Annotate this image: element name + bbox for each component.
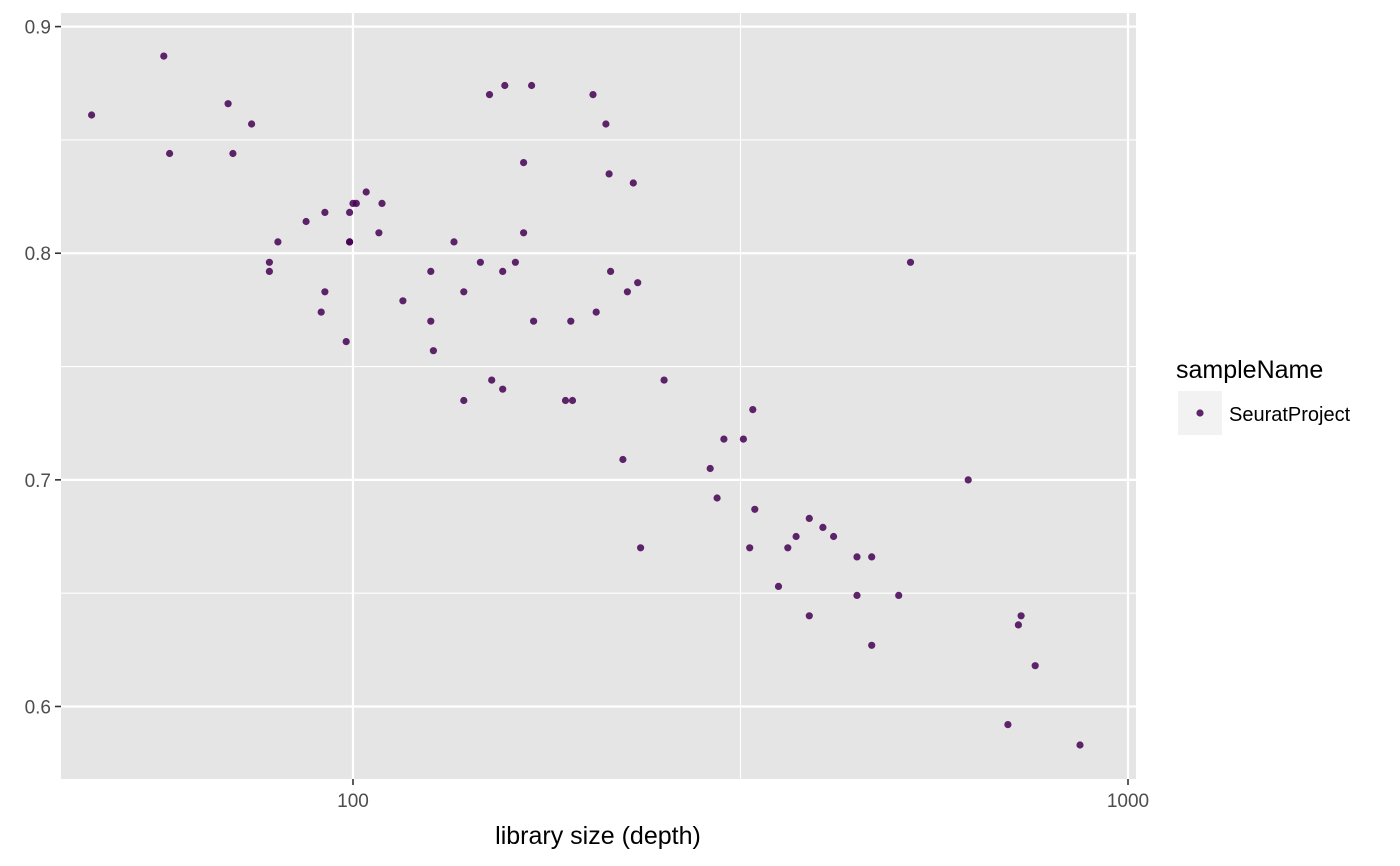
scatter-point <box>589 91 597 99</box>
scatter-point <box>501 81 509 90</box>
scatter-point <box>362 188 370 196</box>
x-axis: 100 1000 <box>337 779 1149 812</box>
scatter-point <box>592 308 600 316</box>
scatter-point <box>511 258 519 266</box>
scatter-point <box>660 376 668 384</box>
scatter-point <box>499 385 507 393</box>
scatter-point <box>342 338 350 346</box>
scatter-point <box>485 91 494 99</box>
legend-entry-label: SeuratProject <box>1229 404 1351 426</box>
scatter-point <box>805 514 813 523</box>
scatter-point <box>706 464 714 473</box>
scatter-point <box>528 81 536 90</box>
scatter-point <box>751 505 759 513</box>
panel-background <box>61 13 1136 779</box>
scatter-point <box>346 208 354 216</box>
scatter-point <box>160 52 168 60</box>
scatter-point <box>265 267 273 275</box>
y-tick-label: 0.7 <box>25 471 51 492</box>
scatter-point <box>623 288 632 296</box>
scatter-point <box>739 435 748 443</box>
scatter-point <box>265 258 273 266</box>
scatter-point <box>317 308 325 316</box>
scatter-point <box>819 523 827 532</box>
y-tick-label: 0.8 <box>25 244 51 265</box>
scatter-point <box>166 149 174 158</box>
scatter-point <box>460 288 468 296</box>
x-axis-title: library size (depth) <box>495 822 701 850</box>
scatter-point <box>568 396 577 405</box>
scatter-point <box>868 641 876 649</box>
legend: sampleName SeuratProject <box>1176 356 1351 435</box>
minor-gridlines <box>61 13 1136 779</box>
scatter-point <box>321 288 329 296</box>
scatter-point <box>224 100 232 108</box>
scatter-point <box>460 396 468 405</box>
scatter-point <box>1004 721 1012 729</box>
scatter-point <box>561 396 570 405</box>
scatter-point <box>1031 662 1039 670</box>
scatter-point <box>602 120 610 128</box>
y-tick-label: 0.9 <box>25 18 51 39</box>
scatter-point <box>749 406 757 414</box>
scatter-point <box>868 553 876 561</box>
x-tick-label: 1000 <box>1107 791 1149 812</box>
scatter-point <box>427 317 435 325</box>
scatter-point <box>229 149 237 158</box>
scatter-point <box>450 238 458 246</box>
scatter-point <box>499 267 507 275</box>
scatter-point <box>746 544 754 552</box>
scatter-point <box>774 582 783 591</box>
scatter-point <box>488 376 496 384</box>
scatter-point <box>605 170 613 178</box>
scatter-point <box>1017 612 1025 620</box>
scatter-point <box>637 544 645 552</box>
scatter-point <box>346 238 354 246</box>
legend-key-point <box>1196 409 1204 417</box>
y-axis: 0.6 0.7 0.8 0.9 <box>25 18 61 718</box>
scatter-point <box>530 317 538 325</box>
scatter-point <box>375 229 383 237</box>
scatter-point <box>853 553 861 561</box>
scatter-point <box>720 435 728 443</box>
scatter-point <box>619 455 627 464</box>
scatter-point <box>427 267 435 275</box>
x-tick-label: 100 <box>337 791 369 812</box>
scatter-point <box>567 317 575 325</box>
scatter-point <box>853 591 861 600</box>
scatter-point <box>352 199 360 207</box>
scatter-point <box>713 494 721 502</box>
scatter-point <box>607 267 615 275</box>
scatter-point <box>88 111 96 119</box>
scatter-point <box>248 120 256 128</box>
scatter-point <box>429 347 437 355</box>
legend-title: sampleName <box>1176 356 1323 384</box>
scatter-point <box>520 159 528 167</box>
scatter-point <box>302 217 310 226</box>
scatter-point <box>805 612 813 620</box>
scatter-point <box>378 199 386 207</box>
scatter-point <box>634 279 642 287</box>
major-gridlines <box>61 13 1136 779</box>
scatter-point <box>274 238 282 246</box>
scatter-point <box>1014 621 1023 629</box>
data-points <box>88 52 1084 749</box>
scatter-point <box>321 208 329 216</box>
scatter-point <box>830 532 838 541</box>
scatter-point <box>399 297 407 305</box>
scatter-point <box>964 476 972 484</box>
scatter-point <box>906 258 915 266</box>
scatter-point <box>520 229 528 237</box>
scatter-point <box>629 179 637 187</box>
scatter-point <box>895 591 903 600</box>
scatter-point <box>1076 741 1084 749</box>
y-tick-label: 0.6 <box>25 697 51 718</box>
scatter-point <box>792 532 800 541</box>
scatter-point <box>784 544 792 552</box>
scatter-point <box>476 258 484 266</box>
